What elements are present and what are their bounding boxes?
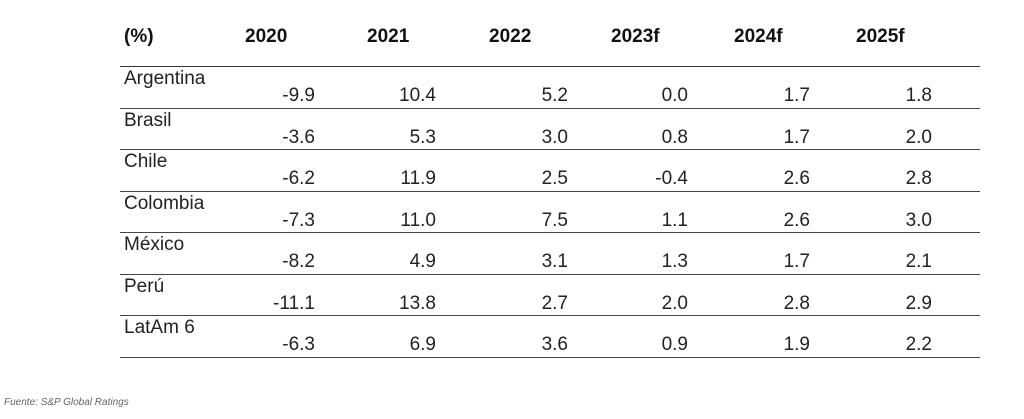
cell-2021: 11.9 [400, 168, 436, 189]
row-label: México [124, 234, 185, 255]
cell-2022: 3.1 [541, 251, 568, 272]
cell-2021: 13.8 [399, 292, 436, 314]
cell-2025f: 2.1 [905, 251, 932, 272]
cell-2020: -6.3 [282, 334, 315, 355]
source-note: Fuente: S&P Global Ratings [4, 397, 129, 408]
header-2024f: 2024f [734, 26, 783, 47]
cell-2024f: 1.7 [783, 251, 810, 272]
cell-2024f: 1.7 [783, 126, 810, 148]
cell-2023f: 1.1 [661, 209, 688, 231]
table-row: Brasil -3.6 5.3 3.0 0.8 1.7 2.0 [120, 109, 980, 150]
growth-table: (%) 2020 2021 2022 2023f 2024f 2025f Arg… [120, 0, 980, 358]
cell-2024f: 2.8 [783, 292, 810, 314]
table-row: LatAm 6 -6.3 6.9 3.6 0.9 1.9 2.2 [120, 316, 980, 358]
cell-2022: 3.0 [541, 126, 568, 148]
cell-2022: 7.5 [541, 209, 568, 231]
row-label: Chile [124, 151, 168, 172]
cell-2021: 11.0 [400, 209, 436, 231]
row-label: Brasil [124, 109, 172, 131]
cell-2025f: 1.8 [905, 85, 932, 106]
cell-2024f: 2.6 [783, 168, 810, 189]
cell-2024f: 1.7 [783, 85, 810, 106]
cell-2025f: 2.0 [905, 126, 932, 148]
row-label: Perú [124, 275, 165, 297]
cell-2022: 2.7 [541, 292, 568, 314]
cell-2023f: 1.3 [661, 251, 688, 272]
cell-2022: 5.2 [541, 85, 568, 106]
table-row: Perú -11.1 13.8 2.7 2.0 2.8 2.9 [120, 275, 980, 316]
cell-2025f: 2.9 [905, 292, 932, 314]
header-2022: 2022 [489, 26, 532, 47]
cell-2025f: 2.8 [905, 168, 932, 189]
cell-2023f: 0.0 [661, 85, 688, 106]
header-2021: 2021 [367, 26, 410, 47]
row-label: Argentina [124, 68, 206, 89]
cell-2020: -3.6 [282, 126, 315, 148]
cell-2020: -6.2 [282, 168, 315, 189]
cell-2025f: 2.2 [905, 334, 932, 355]
cell-2022: 3.6 [541, 334, 568, 355]
cell-2023f: -0.4 [655, 168, 688, 189]
cell-2020: -11.1 [273, 292, 315, 314]
row-label: LatAm 6 [124, 317, 195, 338]
header-unit: (%) [124, 26, 154, 47]
cell-2020: -7.3 [282, 209, 315, 231]
header-2023f: 2023f [611, 26, 660, 47]
header-2025f: 2025f [856, 26, 905, 47]
header-2020: 2020 [245, 26, 288, 47]
row-label: Colombia [124, 192, 205, 214]
cell-2024f: 1.9 [783, 334, 810, 355]
cell-2021: 6.9 [409, 334, 436, 355]
table-row: Chile -6.2 11.9 2.5 -0.4 2.6 2.8 [120, 150, 980, 192]
table-row: Colombia -7.3 11.0 7.5 1.1 2.6 3.0 [120, 192, 980, 233]
cell-2021: 5.3 [409, 126, 436, 148]
cell-2020: -8.2 [282, 251, 315, 272]
cell-2020: -9.9 [282, 85, 315, 106]
table-header-row: (%) 2020 2021 2022 2023f 2024f 2025f [120, 0, 980, 67]
cell-2021: 10.4 [399, 85, 436, 106]
cell-2023f: 0.8 [661, 126, 688, 148]
table-row: México -8.2 4.9 3.1 1.3 1.7 2.1 [120, 233, 980, 275]
table-row: Argentina -9.9 10.4 5.2 0.0 1.7 1.8 [120, 67, 980, 109]
cell-2022: 2.5 [541, 168, 568, 189]
cell-2023f: 2.0 [661, 292, 688, 314]
cell-2025f: 3.0 [905, 209, 932, 231]
cell-2024f: 2.6 [783, 209, 810, 231]
cell-2023f: 0.9 [661, 334, 688, 355]
cell-2021: 4.9 [409, 251, 436, 272]
